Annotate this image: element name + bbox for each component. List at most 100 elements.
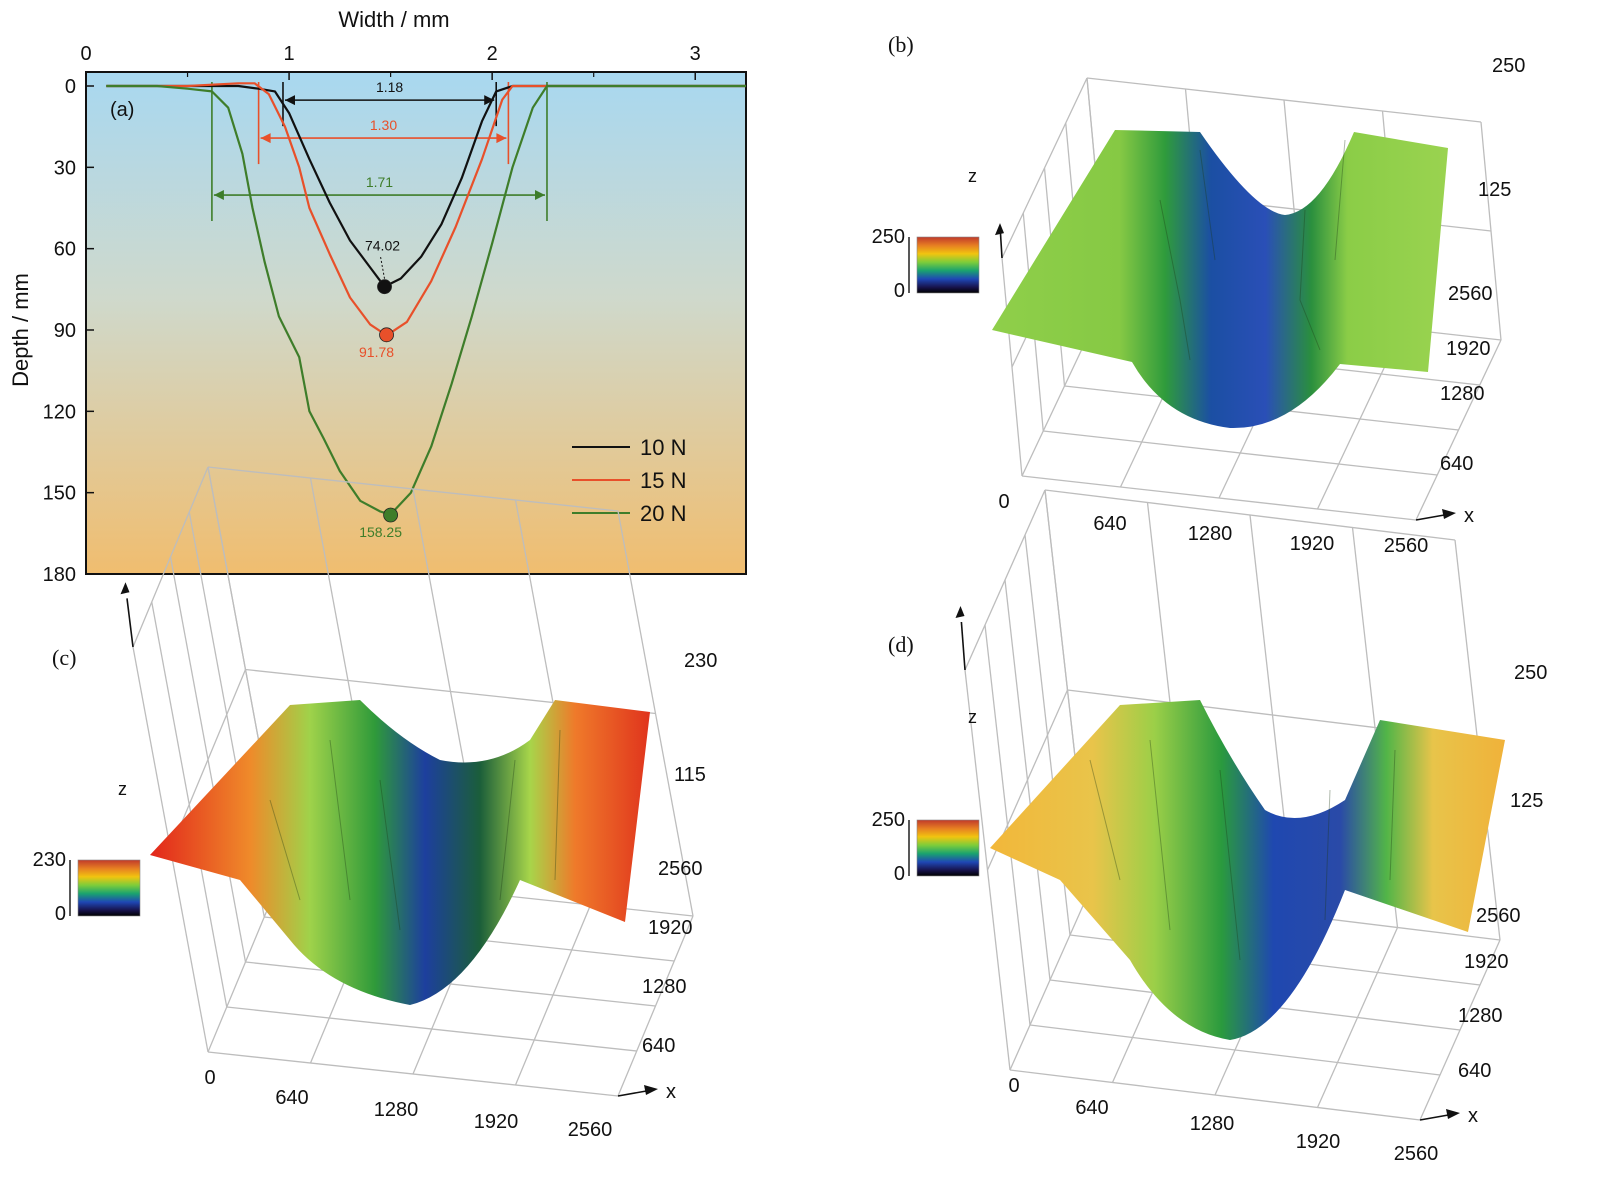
floor-grid-line xyxy=(1419,939,1501,1121)
wall-grid-line xyxy=(964,489,1046,671)
y-tick-label: 1280 xyxy=(1440,383,1485,405)
annotation-width-label: 1.18 xyxy=(376,79,403,95)
floor-grid-line xyxy=(1316,927,1399,1108)
colorbar-max-label: 230 xyxy=(33,849,66,871)
x-axis-label: x xyxy=(1468,1105,1478,1127)
width-annotations: 1.18 1.30 1.71 xyxy=(211,79,548,222)
colorbar-min-label: 0 xyxy=(894,863,905,885)
x-tick-label: 1280 xyxy=(1190,1113,1235,1135)
panel-label: (c) xyxy=(52,645,76,670)
surface-ridge xyxy=(1199,149,1216,261)
wall-grid-line xyxy=(207,466,619,512)
surface-ridge xyxy=(1219,769,1241,961)
surface-ridge xyxy=(1149,739,1171,931)
wall-grid-line xyxy=(132,466,209,648)
x-tick-label: 2560 xyxy=(1384,535,1429,557)
surface-ridge xyxy=(554,729,561,881)
z-axis-label: z xyxy=(968,707,977,727)
z-arrowhead xyxy=(995,223,1004,236)
x-axis-title: Width / mm xyxy=(338,7,449,32)
legend-label: 20 N xyxy=(640,501,686,526)
colorbar-min-label: 0 xyxy=(55,903,66,925)
z-axis-arrow xyxy=(126,598,134,648)
y-tick-label: 640 xyxy=(1458,1060,1491,1082)
max-depth-label: 91.78 xyxy=(359,344,394,360)
floor-grid-line xyxy=(514,904,592,1086)
surface-mesh xyxy=(992,130,1448,429)
y-tick-label: 180 xyxy=(43,564,76,586)
y-tick-label: 1920 xyxy=(1446,338,1491,360)
x-tick-label: 640 xyxy=(1093,513,1126,535)
surface-mesh xyxy=(150,700,650,1005)
x-arrowhead xyxy=(644,1085,658,1095)
y-tick-label: 150 xyxy=(43,483,76,505)
panel-label-a: (a) xyxy=(110,99,134,121)
x-tick-label: 640 xyxy=(1075,1097,1108,1119)
y-tick-label: 1280 xyxy=(642,976,687,998)
surface-ridge xyxy=(379,779,401,931)
z-axis-arrow xyxy=(960,621,966,671)
y-tick-label: 2560 xyxy=(658,858,703,880)
annotation-arrowhead-right xyxy=(496,133,507,144)
colorbar-max-label: 250 xyxy=(872,226,905,248)
y-tick-label: 2560 xyxy=(1448,283,1493,305)
panel-label: (d) xyxy=(888,632,914,657)
annotation-arrowhead-right xyxy=(534,190,545,201)
colorbar-max-label: 250 xyxy=(872,809,905,831)
x-tick-label: 1 xyxy=(284,43,295,65)
x-tick-label: 0 xyxy=(80,43,91,65)
surface-ridge xyxy=(329,739,351,901)
depth-markers: 74.02 91.78 158.25 xyxy=(359,238,402,540)
legend: 10 N 15 N 20 N xyxy=(572,435,686,526)
z-tick-label: 230 xyxy=(684,650,717,672)
panel-label: (b) xyxy=(888,32,914,57)
series-line-20-N xyxy=(106,84,746,516)
x-tick-label: 1280 xyxy=(374,1099,419,1121)
max-depth-marker xyxy=(379,327,394,343)
x-tick-label: 0 xyxy=(204,1067,215,1089)
colorbar xyxy=(916,819,980,877)
legend-label: 15 N xyxy=(640,468,686,493)
x-axis-label: x xyxy=(666,1081,676,1103)
colorbar xyxy=(916,236,980,294)
y-tick-label: 0 xyxy=(65,76,76,98)
z-arrowhead xyxy=(955,606,965,618)
x-tick-label: 2 xyxy=(487,43,498,65)
max-depth-marker xyxy=(383,507,399,523)
x-axis-label: x xyxy=(1464,505,1474,527)
panel-d-surface: x z 0 640 1280 1920 2560 640 1280 1920 2560 250 125 2… xyxy=(872,489,1547,1165)
x-tick-label: 1280 xyxy=(1188,523,1233,545)
x-tick-label: 1920 xyxy=(474,1111,519,1133)
x-tick-label: 640 xyxy=(275,1087,308,1109)
x-arrowhead xyxy=(1446,1109,1460,1119)
colorbar xyxy=(77,859,141,917)
wall-grid-line xyxy=(1086,77,1482,123)
y-tick-label: 2560 xyxy=(1476,905,1521,927)
surface-ridge xyxy=(269,799,301,901)
colorbar-min-label: 0 xyxy=(894,280,905,302)
x-tick-label: 3 xyxy=(690,43,701,65)
z-tick-label: 250 xyxy=(1514,662,1547,684)
y-tick-label: 60 xyxy=(54,239,76,261)
annotation-width-label: 1.71 xyxy=(366,174,393,190)
surface-ridge xyxy=(1089,759,1121,881)
max-depth-label: 74.02 xyxy=(365,238,400,254)
wall-grid-line xyxy=(1044,489,1456,541)
surface-ridge xyxy=(1334,139,1346,261)
y-tick-label: 640 xyxy=(1440,453,1473,475)
x-tick-label: 2560 xyxy=(568,1119,613,1141)
x-tick-label: 0 xyxy=(998,491,1009,513)
z-axis-arrow xyxy=(999,231,1003,259)
surface-ridge xyxy=(1389,749,1396,881)
max-depth-label: 158.25 xyxy=(359,524,402,540)
z-axis-label: z xyxy=(118,779,127,799)
wall-grid-line xyxy=(1001,77,1088,259)
x-tick-label: 1920 xyxy=(1290,533,1335,555)
surface-ridge xyxy=(1159,199,1191,361)
z-tick-label: 125 xyxy=(1478,179,1511,201)
z-tick-label: 115 xyxy=(674,764,706,786)
y-tick-label: 120 xyxy=(43,401,76,423)
plot-area xyxy=(85,71,747,575)
